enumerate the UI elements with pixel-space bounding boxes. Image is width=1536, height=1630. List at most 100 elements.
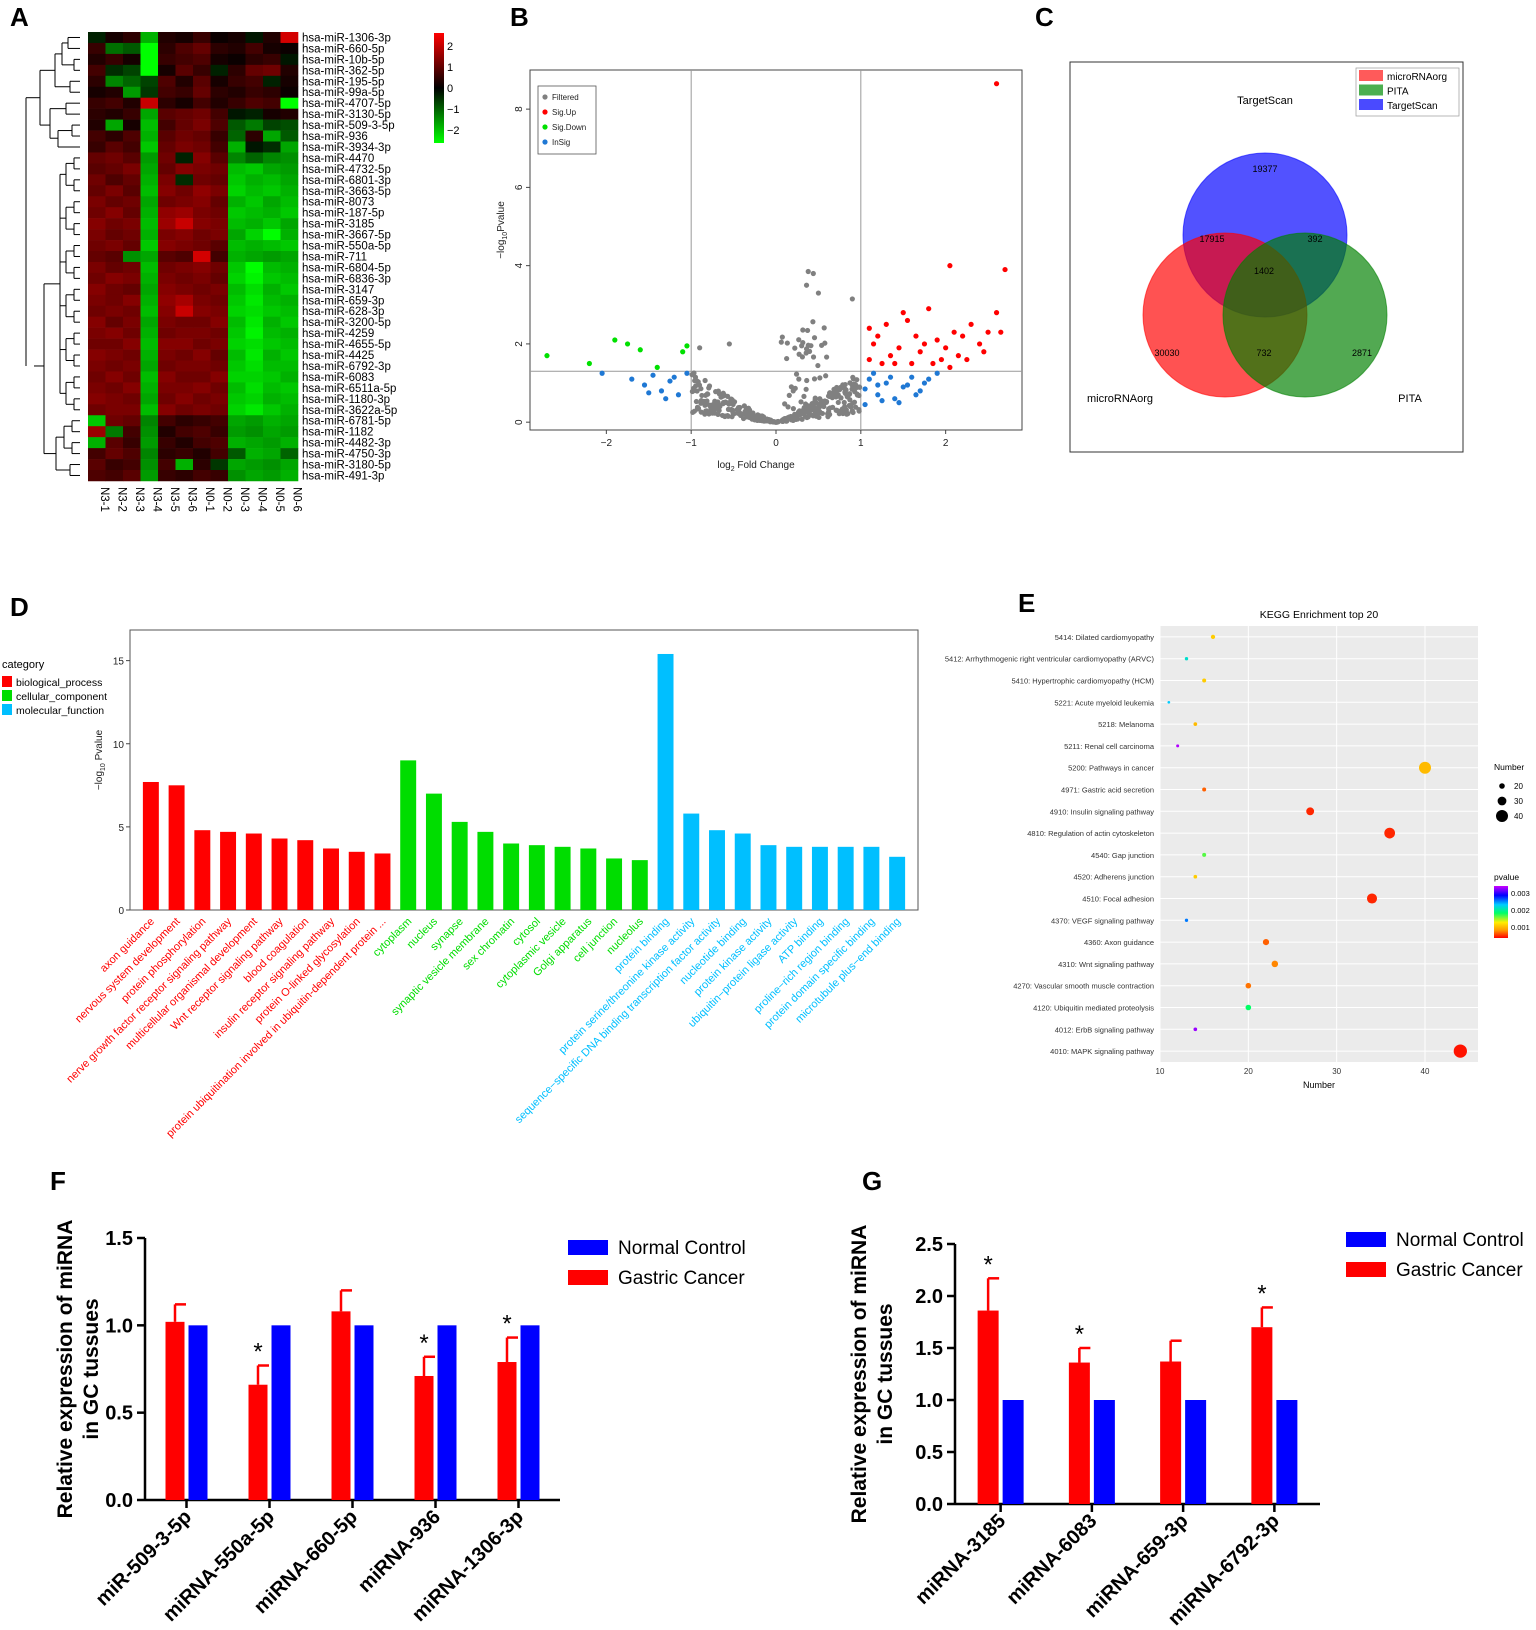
heatmap-cell — [123, 240, 141, 252]
bubble — [1271, 960, 1279, 968]
bar — [245, 833, 262, 910]
column-label: N3-6 — [185, 487, 197, 512]
column-label: N3-5 — [168, 487, 180, 512]
pathway-label: 4910: Insulin signaling pathway — [1050, 807, 1154, 816]
bar — [580, 848, 597, 910]
heatmap-cell — [263, 32, 281, 44]
heatmap-cell — [88, 53, 106, 66]
pathway-label: 4010: MAPK signaling pathway — [1050, 1047, 1154, 1056]
data-point-filtered — [689, 388, 695, 395]
heatmap-cell — [210, 86, 229, 98]
bubble — [1245, 982, 1252, 989]
y-tick-label: 5 — [118, 823, 124, 834]
legend-title: category — [2, 659, 45, 671]
data-point-filtered — [793, 416, 799, 423]
heatmap-cell — [140, 371, 159, 383]
bar-normal-control — [354, 1325, 374, 1500]
data-point-insig — [684, 370, 690, 376]
bar-normal-control — [520, 1325, 540, 1500]
data-point-filtered — [847, 380, 853, 386]
heatmap-cell — [140, 229, 159, 241]
bar — [554, 846, 571, 910]
heatmap-cell — [175, 218, 194, 230]
legend-marker — [542, 139, 548, 145]
heatmap-cell — [175, 141, 194, 153]
heatmap-cell — [123, 261, 141, 274]
heatmap-cell — [105, 185, 124, 197]
data-point-sig-up — [985, 329, 991, 335]
heatmap-cell — [105, 196, 124, 208]
heatmap-cell — [245, 272, 264, 285]
data-point-filtered — [810, 270, 816, 277]
heatmap-cell — [228, 196, 246, 208]
heatmap-cell — [228, 152, 246, 164]
heatmap-cell — [193, 272, 211, 285]
bubble — [1384, 827, 1396, 839]
heatmap-cell — [210, 53, 229, 66]
data-point-filtered — [815, 290, 822, 296]
data-point-filtered — [799, 354, 805, 360]
heatmap-cell — [175, 294, 194, 307]
heatmap-cell — [245, 261, 264, 274]
bar — [425, 793, 442, 910]
data-point-filtered — [699, 392, 705, 399]
heatmap-cell — [105, 64, 124, 77]
data-point-filtered — [702, 392, 709, 398]
panel-e-kegg-bubble-chart: E KEGG Enrichment top 20 5414: Dilated car… — [945, 588, 1530, 1090]
heatmap-cell — [193, 437, 211, 449]
data-point-filtered — [798, 399, 804, 405]
x-tick-label: 0 — [773, 438, 779, 449]
pathway-label: 4360: Axon guidance — [1084, 938, 1154, 947]
heatmap-cell — [245, 119, 264, 131]
heatmap-cell — [245, 360, 264, 372]
heatmap-cell — [105, 207, 124, 219]
bar — [271, 838, 288, 910]
bar — [709, 830, 725, 910]
data-point-sig-up — [981, 349, 987, 355]
heatmap-cell — [245, 251, 264, 263]
heatmap-cell — [105, 294, 124, 307]
x-axis-title: log2 Fold Change — [717, 460, 795, 473]
row-label: hsa-miR-628-3p — [302, 306, 384, 318]
heatmap-cell — [140, 415, 159, 427]
y-tick-label: 4 — [514, 262, 525, 268]
data-point-filtered — [840, 382, 846, 388]
heatmap-cell — [123, 64, 141, 77]
heatmap-cell — [280, 75, 299, 88]
heatmap-cell — [123, 283, 141, 296]
heatmap-cell — [210, 437, 229, 449]
data-point-filtered — [823, 373, 829, 379]
data-point-filtered — [697, 345, 703, 351]
heatmap-cell — [210, 371, 229, 383]
significance-marker: * — [1075, 1321, 1084, 1348]
heatmap-cell — [140, 53, 159, 66]
heatmap-cell — [105, 152, 124, 164]
heatmap-cell — [263, 174, 281, 186]
bubble — [1202, 852, 1207, 857]
heatmap-cell — [193, 207, 211, 219]
row-label: hsa-miR-6083 — [302, 372, 374, 384]
data-point-insig — [658, 388, 665, 394]
data-point-filtered — [792, 411, 798, 417]
data-point-sig-up — [887, 353, 894, 359]
heatmap-cell — [245, 305, 264, 317]
data-point-sig-up — [998, 329, 1004, 335]
set-label: PITA — [1398, 393, 1422, 405]
heatmap-cell — [175, 316, 194, 328]
heatmap-cell — [88, 404, 106, 416]
heatmap-cell — [88, 86, 106, 98]
x-axis-title-part: log — [717, 460, 730, 471]
column-label: N3-2 — [115, 487, 127, 512]
heatmap-cell — [140, 459, 159, 471]
heatmap-cell — [123, 53, 141, 66]
data-point-filtered — [799, 416, 805, 422]
data-point-filtered — [702, 377, 708, 384]
bar-gastric-cancer — [165, 1321, 185, 1500]
bar-normal-control — [437, 1325, 457, 1500]
heatmap-cell — [228, 86, 246, 98]
heatmap-cell — [105, 53, 124, 66]
heatmap-cell — [263, 437, 281, 449]
x-tick-label: 10 — [1156, 1067, 1165, 1076]
data-point-filtered — [726, 341, 732, 347]
data-point-filtered — [775, 419, 781, 425]
